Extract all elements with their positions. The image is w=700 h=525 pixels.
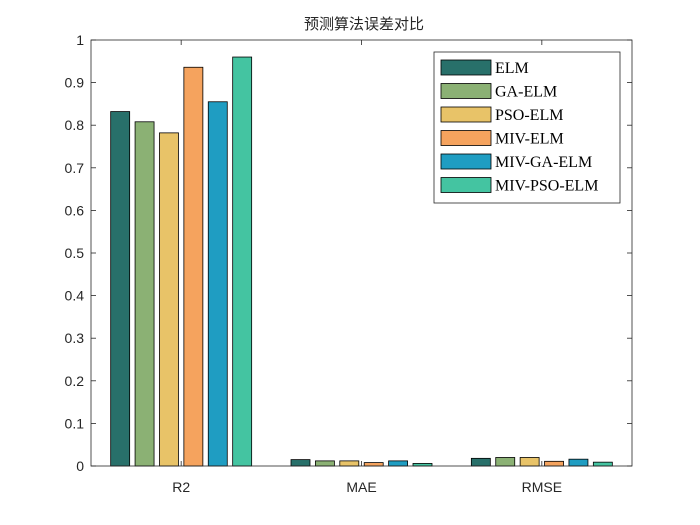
y-tick-label: 0.5	[65, 245, 85, 261]
bar-miv-pso-elm-rmse	[592, 461, 613, 467]
legend-swatch-pso-elm	[440, 106, 492, 123]
x-tick-label-rmse: RMSE	[522, 479, 562, 495]
y-tick-label: 1	[76, 32, 84, 48]
legend: ELM GA-ELM PSO-ELM MIV-ELM MIV-GA-ELM MIV-PSO…	[433, 51, 621, 204]
y-tick-label: 0.1	[65, 415, 85, 431]
bar-elm-rmse	[470, 457, 491, 467]
legend-label-ga-elm: GA-ELM	[495, 84, 557, 101]
bar-ga-elm-mae	[314, 460, 335, 467]
legend-label-miv-elm: MIV-ELM	[495, 131, 564, 148]
legend-label-miv-pso-elm: MIV-PSO-ELM	[495, 178, 598, 195]
y-tick-label: 0.4	[65, 288, 85, 304]
bar-elm-r2	[110, 111, 131, 467]
y-tick-label: 0.8	[65, 117, 85, 133]
bar-pso-elm-rmse	[519, 457, 540, 467]
legend-swatch-miv-ga-elm	[440, 153, 492, 170]
x-tick-label-r2: R2	[172, 479, 190, 495]
bar-ga-elm-r2	[134, 121, 155, 467]
y-tick-label: 0.7	[65, 160, 85, 176]
bar-ga-elm-rmse	[495, 457, 516, 467]
bar-elm-mae	[290, 459, 311, 467]
legend-label-miv-ga-elm: MIV-GA-ELM	[495, 154, 592, 171]
legend-swatch-miv-pso-elm	[440, 177, 492, 193]
y-tick-label: 0.6	[65, 202, 85, 218]
bars-group	[110, 56, 613, 467]
legend-swatch-ga-elm	[440, 83, 492, 99]
y-tick-label: 0	[76, 458, 84, 474]
chart-title: 预测算法误差对比	[304, 15, 424, 33]
y-tick-label: 0.9	[65, 75, 85, 91]
bar-miv-elm-rmse	[544, 460, 564, 467]
legend-label-pso-elm: PSO-ELM	[495, 107, 563, 124]
legend-label-elm: ELM	[495, 60, 529, 77]
bar-miv-pso-elm-r2	[232, 56, 253, 467]
axes-group: 0 0.1 0.2 0.3 0.4 0.5 0.6 0.7 0.8 0.9 1 R2 MAE RMSE	[65, 32, 633, 495]
bar-miv-ga-elm-rmse	[568, 458, 589, 467]
bar-pso-elm-r2	[159, 132, 179, 467]
x-tick-label-mae: MAE	[346, 479, 376, 495]
bar-pso-elm-mae	[339, 460, 360, 467]
bar-miv-elm-mae	[363, 462, 384, 467]
bar-miv-ga-elm-r2	[207, 101, 228, 467]
y-tick-label: 0.2	[65, 373, 85, 389]
bar-miv-elm-r2	[183, 66, 204, 467]
legend-swatch-miv-elm	[440, 130, 492, 146]
bar-miv-ga-elm-mae	[388, 460, 409, 467]
y-tick-label: 0.3	[65, 330, 85, 346]
legend-swatch-elm	[440, 59, 492, 76]
